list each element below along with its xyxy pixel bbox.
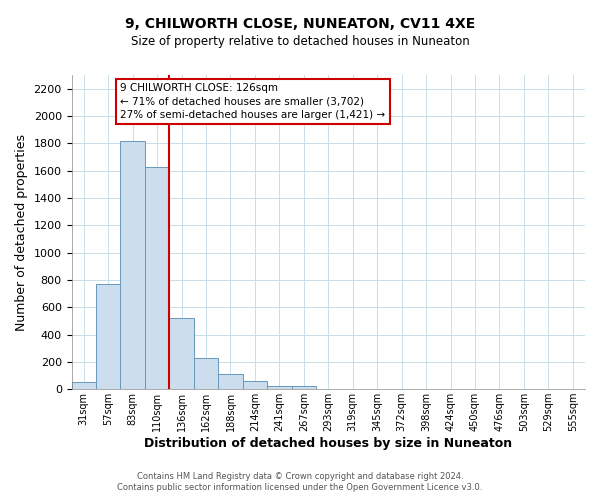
Y-axis label: Number of detached properties: Number of detached properties <box>15 134 28 330</box>
Text: 9, CHILWORTH CLOSE, NUNEATON, CV11 4XE: 9, CHILWORTH CLOSE, NUNEATON, CV11 4XE <box>125 18 475 32</box>
Text: 9 CHILWORTH CLOSE: 126sqm
← 71% of detached houses are smaller (3,702)
27% of se: 9 CHILWORTH CLOSE: 126sqm ← 71% of detac… <box>121 83 386 120</box>
Bar <box>121 140 145 389</box>
Bar <box>267 386 292 389</box>
Text: Contains public sector information licensed under the Open Government Licence v3: Contains public sector information licen… <box>118 484 482 492</box>
Bar <box>145 166 169 389</box>
X-axis label: Distribution of detached houses by size in Nuneaton: Distribution of detached houses by size … <box>144 437 512 450</box>
Bar <box>96 284 121 389</box>
Bar <box>292 386 316 389</box>
Text: Contains HM Land Registry data © Crown copyright and database right 2024.: Contains HM Land Registry data © Crown c… <box>137 472 463 481</box>
Bar <box>169 318 194 389</box>
Text: Size of property relative to detached houses in Nuneaton: Size of property relative to detached ho… <box>131 35 469 48</box>
Bar <box>194 358 218 389</box>
Bar <box>242 381 267 389</box>
Bar <box>71 382 96 389</box>
Bar <box>218 374 242 389</box>
